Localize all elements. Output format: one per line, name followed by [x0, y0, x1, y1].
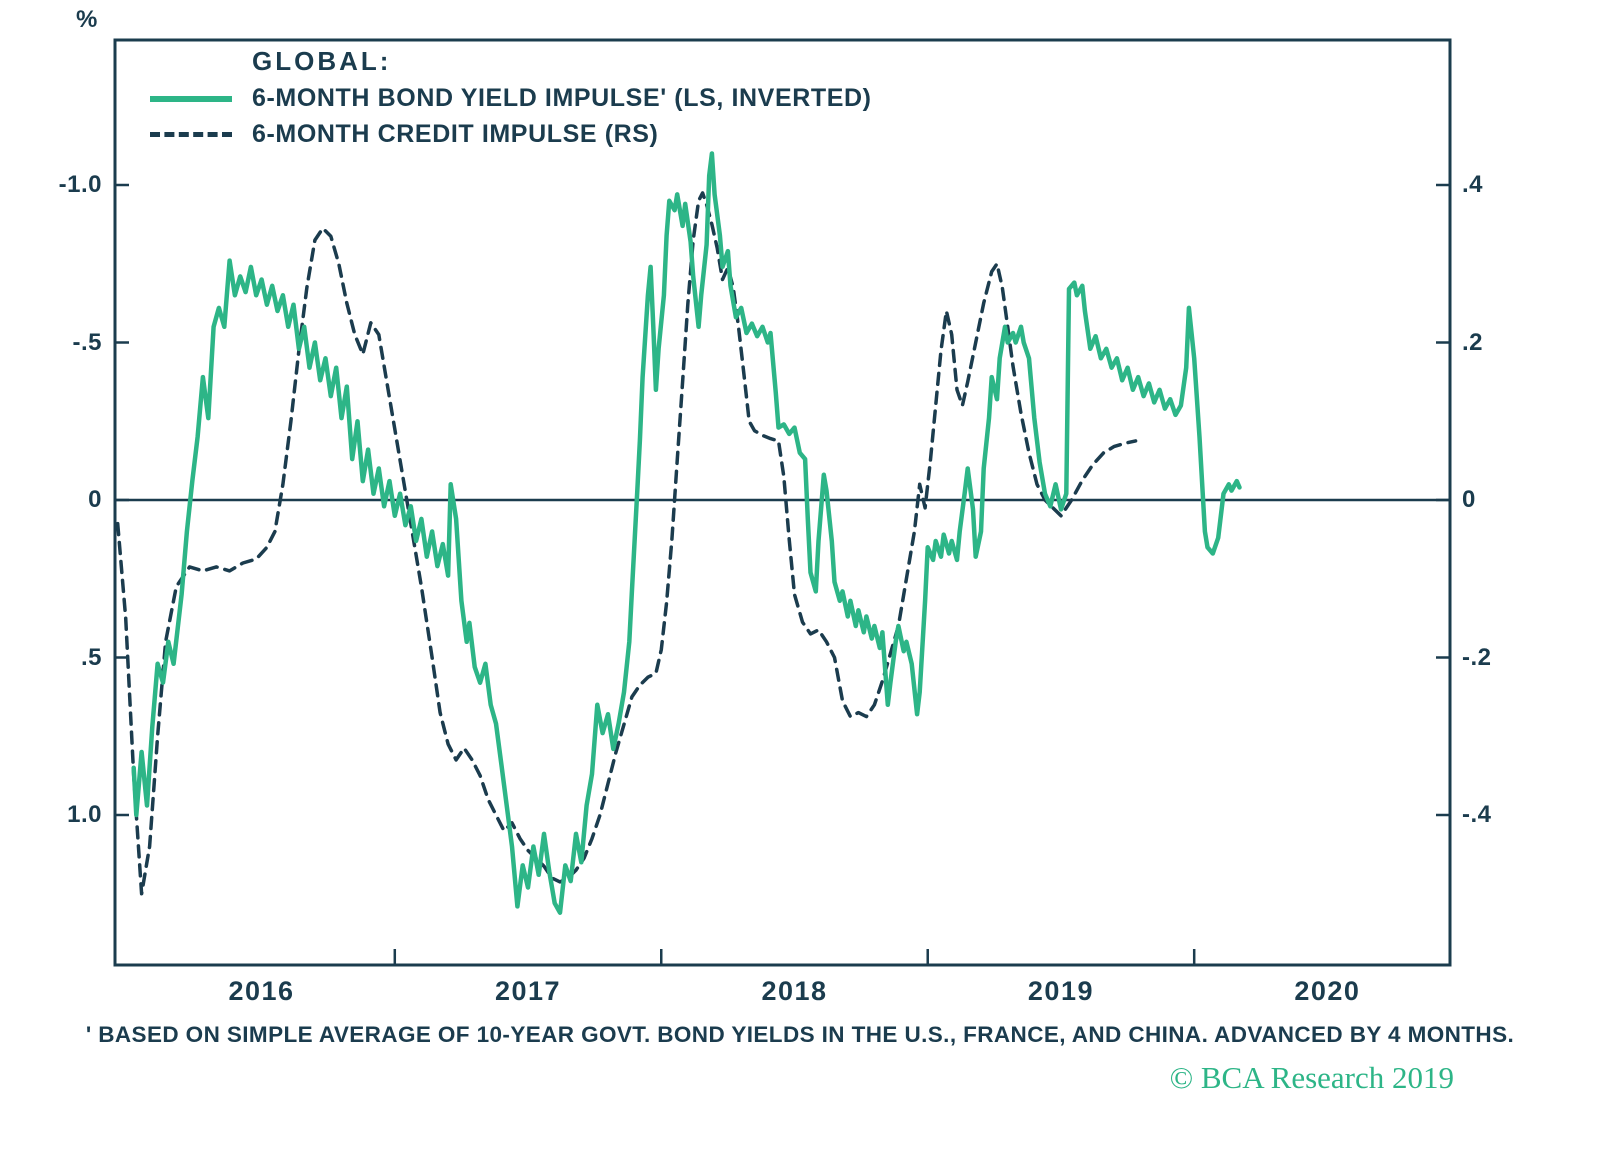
- right-axis-tick-label: .4: [1462, 171, 1484, 198]
- left-axis-unit-label: %: [76, 6, 99, 33]
- legend-label-credit-impulse: 6-MONTH CREDIT IMPULSE (RS): [252, 120, 659, 148]
- plot-frame: [113, 38, 1452, 967]
- x-axis-year-label: 2019: [1027, 976, 1094, 1006]
- left-axis-tick-label: 1.0: [67, 801, 102, 828]
- legend-item-bond-yield: 6-MONTH BOND YIELD IMPULSE' (LS, INVERTE…: [150, 84, 872, 113]
- x-axis-year-label: 2016: [228, 976, 295, 1006]
- x-axis-year-label: 2020: [1294, 976, 1361, 1006]
- right-axis-tick-label: .2: [1462, 328, 1484, 356]
- dashed-navy-line-swatch: [150, 132, 232, 137]
- legend: GLOBAL: 6-MONTH BOND YIELD IMPULSE' (LS,…: [150, 46, 872, 149]
- left-axis-tick-label: 0: [88, 486, 102, 513]
- bond-yield-impulse-line: [131, 151, 1242, 915]
- left-axis-tick-label: -.5: [72, 328, 102, 356]
- footnote: ' BASED ON SIMPLE AVERAGE OF 10-YEAR GOV…: [85, 1022, 1515, 1047]
- right-axis-tick-label: -.4: [1462, 801, 1492, 828]
- legend-item-credit-impulse: 6-MONTH CREDIT IMPULSE (RS): [150, 120, 872, 149]
- x-axis-year-label: 2018: [761, 976, 828, 1006]
- x-axis-year-label: 2017: [494, 976, 562, 1006]
- credit-impulse-line: [115, 191, 1138, 896]
- legend-title: GLOBAL:: [252, 46, 392, 76]
- left-axis-tick-label: .5: [80, 643, 102, 671]
- left-axis-tick-label: -1.0: [58, 171, 102, 198]
- right-axis-tick-label: -.2: [1462, 643, 1492, 671]
- solid-green-line-swatch: [150, 95, 232, 102]
- right-axis-tick-label: 0: [1462, 486, 1476, 513]
- legend-label-bond-yield: 6-MONTH BOND YIELD IMPULSE' (LS, INVERTE…: [252, 84, 872, 112]
- copyright-bca-research: © BCA Research 2019: [1169, 1060, 1454, 1095]
